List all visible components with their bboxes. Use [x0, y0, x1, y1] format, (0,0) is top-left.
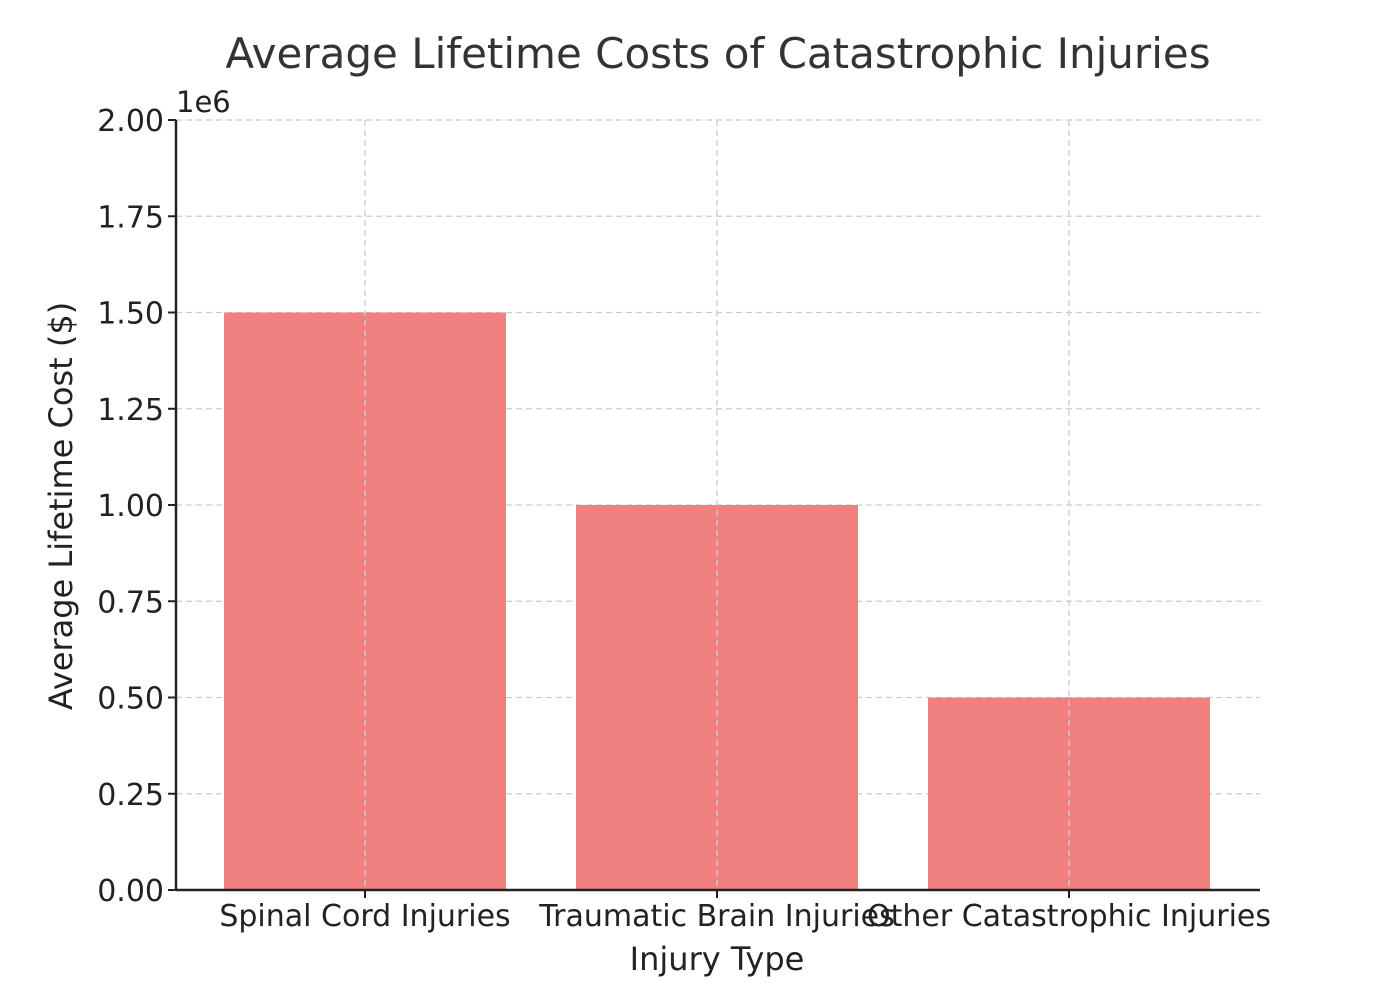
y-tick-label: 0.75 [97, 585, 164, 620]
y-tick-label: 1.50 [97, 297, 164, 332]
bars [224, 120, 1210, 890]
chart-title: Average Lifetime Costs of Catastrophic I… [225, 29, 1210, 78]
y-tick-label: 1.75 [97, 200, 164, 235]
x-tick-label: Spinal Cord Injuries [219, 899, 510, 934]
ticks: 0.00 0.25 0.50 0.75 1.00 1.25 1.50 1.75 2.00 Spin… [97, 104, 1271, 934]
y-tick-label: 1.00 [97, 489, 164, 524]
y-offset-label: 1e6 [176, 85, 231, 119]
y-tick-label: 0.50 [97, 682, 164, 717]
y-tick-label: 0.25 [97, 778, 164, 813]
y-tick-label: 0.00 [97, 874, 164, 909]
x-tick-label: Other Catastrophic Injuries [867, 899, 1271, 934]
x-tick-label: Traumatic Brain Injuries [538, 899, 895, 934]
x-axis-label: Injury Type [630, 940, 805, 978]
y-axis-label: Average Lifetime Cost ($) [42, 302, 80, 710]
y-tick-label: 1.25 [97, 393, 164, 428]
y-tick-label: 2.00 [97, 104, 164, 139]
